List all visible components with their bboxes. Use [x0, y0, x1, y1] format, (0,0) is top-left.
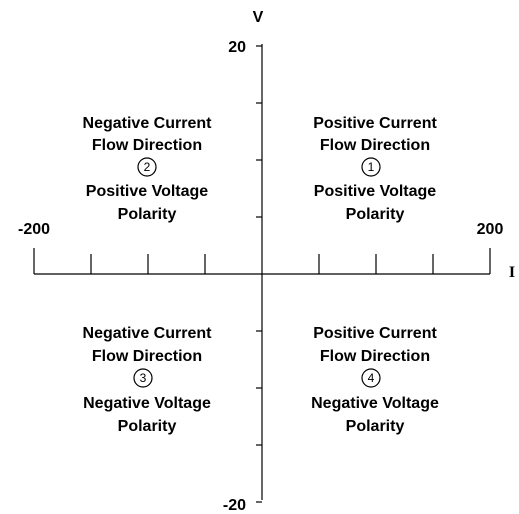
i-axis-ticks	[33, 248, 491, 274]
quadrant-1-voltage: Positive Voltage	[314, 183, 437, 200]
quadrant-2-current: Negative Current	[83, 115, 213, 132]
quadrant-2-number: 2	[144, 160, 151, 174]
quadrant-1-flow: Flow Direction	[320, 137, 430, 154]
i-max-label: 200	[477, 221, 504, 238]
quadrant-4-polarity: Polarity	[346, 418, 405, 435]
quadrant-4: Positive Current Flow Direction 4 Negati…	[311, 325, 439, 435]
quadrant-3-number: 3	[140, 371, 147, 385]
quadrant-3: Negative Current Flow Direction 3 Negati…	[83, 325, 213, 435]
quadrant-1-number: 1	[368, 160, 375, 174]
quadrant-3-voltage: Negative Voltage	[83, 395, 211, 412]
i-min-label: -200	[18, 221, 50, 238]
v-min-label: -20	[223, 497, 246, 514]
v-axis-name: V	[253, 9, 264, 26]
quadrant-2: Negative Current Flow Direction 2 Positi…	[83, 115, 213, 223]
quadrant-3-circle	[133, 368, 153, 388]
quadrant-3-flow: Flow Direction	[92, 348, 202, 365]
quadrant-4-voltage: Negative Voltage	[311, 395, 439, 412]
quadrant-2-polarity: Polarity	[118, 206, 177, 223]
quadrant-1-current: Positive Current	[313, 115, 437, 132]
quadrant-1-polarity: Polarity	[346, 206, 405, 223]
quadrant-2-flow: Flow Direction	[92, 137, 202, 154]
quadrant-4-flow: Flow Direction	[320, 348, 430, 365]
quadrant-4-current: Positive Current	[313, 325, 437, 342]
quadrant-2-circle	[137, 157, 157, 177]
v-axis-ticks	[256, 45, 262, 503]
quadrant-2-voltage: Positive Voltage	[86, 183, 209, 200]
quadrant-4-number: 4	[368, 371, 375, 385]
quadrant-3-polarity: Polarity	[118, 418, 177, 435]
quadrant-3-current: Negative Current	[83, 325, 213, 342]
quadrant-1-circle	[361, 157, 381, 177]
quadrant-4-circle	[361, 368, 381, 388]
v-max-label: 20	[228, 39, 246, 56]
quadrant-1: Positive Current Flow Direction 1 Positi…	[313, 115, 437, 223]
i-axis-name: I	[509, 264, 515, 281]
